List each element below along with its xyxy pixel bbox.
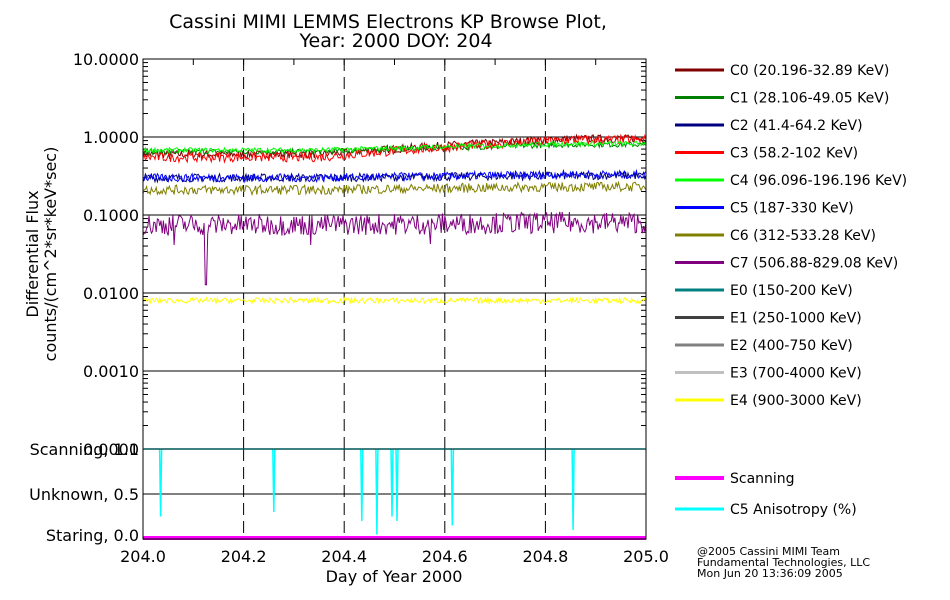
flux-panel: 0.0001 0.0010 0.0100 0.1000 1.0000 10.0000 Dif… (23, 50, 647, 459)
legend-label: C6 (312-533.28 KeV) (730, 228, 876, 244)
x-tick-label: 204.6 (422, 547, 468, 566)
y-tick-label: 1.0000 (83, 128, 139, 147)
y-tick-label: Scanning, 1.0 (30, 440, 139, 459)
series-line (142, 140, 647, 154)
y-tick-label: Unknown, 0.5 (29, 485, 139, 504)
legend-label: C2 (41.4-64.2 KeV) (730, 118, 863, 134)
y-tick-label: Staring, 0.0 (46, 526, 139, 545)
legend-label: C1 (28.106-49.05 KeV) (730, 91, 889, 107)
anisotropy-line (143, 448, 646, 535)
scan-panel-frame (142, 448, 647, 540)
series-line (142, 168, 647, 184)
x-tick-label: 204.2 (221, 547, 267, 566)
legend-label: Scanning (730, 471, 795, 487)
chart-subtitle: Year: 2000 DOY: 204 (298, 30, 492, 52)
x-tick-label: 204.0 (120, 547, 166, 566)
x-axis-label: Day of Year 2000 (326, 567, 463, 586)
y-axis-unit-label: counts/(cm^2*sr*keV*sec) (41, 147, 60, 362)
legend: C0 (20.196-32.89 KeV) C1 (28.106-49.05 Ke… (675, 63, 907, 518)
x-tick-label: 204.4 (321, 547, 367, 566)
series-line (142, 296, 647, 305)
legend-label: C7 (506.88-829.08 KeV) (730, 256, 898, 272)
x-tick-label: 204.8 (522, 547, 568, 566)
x-tick-label: 205.0 (623, 547, 669, 566)
y-tick-label: 0.1000 (83, 206, 139, 225)
legend-label: C0 (20.196-32.89 KeV) (730, 63, 889, 79)
legend-label: E3 (700-4000 KeV) (730, 366, 862, 382)
y-axis-label: Differential Flux (23, 190, 42, 317)
legend-label: C5 Anisotropy (%) (730, 502, 857, 518)
legend-label: C3 (58.2-102 KeV) (730, 146, 858, 162)
chart-title: Cassini MIMI LEMMS Electrons KP Browse P… (169, 11, 607, 33)
y-tick-label: 0.0100 (83, 284, 139, 303)
legend-label: C4 (96.096-196.196 KeV) (730, 173, 907, 189)
y-tick-label: 10.0000 (73, 50, 139, 69)
footer-copyright: @2005 Cassini MIMI Team (697, 545, 840, 558)
scan-panel: 204.0 204.2 204.4 204.6 204.8 205.0 Staring, 0… (29, 440, 669, 566)
series-line (142, 211, 647, 286)
y-tick-label: 0.0001 (83, 440, 139, 459)
y-tick-label: 0.0010 (83, 362, 139, 381)
flux-panel-frame (142, 58, 647, 450)
footer-timestamp: Mon Jun 20 13:36:09 2005 (697, 567, 843, 580)
footer-org: Fundamental Technologies, LLC (697, 556, 870, 569)
legend-label: E0 (150-200 KeV) (730, 283, 853, 299)
legend-label: E4 (900-3000 KeV) (730, 393, 862, 409)
series-line (142, 180, 647, 197)
legend-label: C5 (187-330 KeV) (730, 201, 854, 217)
legend-label: E1 (250-1000 KeV) (730, 311, 862, 327)
legend-label: E2 (400-750 KeV) (730, 338, 853, 354)
